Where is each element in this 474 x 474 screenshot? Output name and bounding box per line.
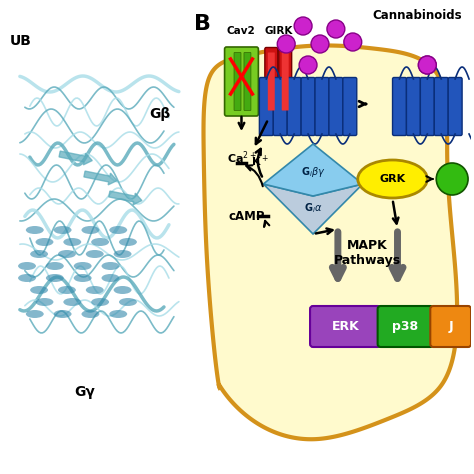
FancyBboxPatch shape xyxy=(301,78,315,136)
Ellipse shape xyxy=(18,262,36,270)
Polygon shape xyxy=(264,144,363,196)
Ellipse shape xyxy=(91,238,109,246)
Ellipse shape xyxy=(46,262,64,270)
Text: ERK: ERK xyxy=(331,320,359,333)
FancyBboxPatch shape xyxy=(315,78,329,136)
Ellipse shape xyxy=(86,286,104,294)
Ellipse shape xyxy=(82,310,100,318)
Ellipse shape xyxy=(91,298,109,306)
Text: B: B xyxy=(194,14,211,34)
Text: GIRK: GIRK xyxy=(264,26,292,36)
Ellipse shape xyxy=(109,310,127,318)
FancyBboxPatch shape xyxy=(225,47,258,116)
Ellipse shape xyxy=(74,262,91,270)
FancyBboxPatch shape xyxy=(406,78,420,136)
Circle shape xyxy=(344,33,362,51)
FancyArrow shape xyxy=(59,151,92,165)
Text: GRK: GRK xyxy=(380,174,406,184)
FancyBboxPatch shape xyxy=(329,78,343,136)
FancyBboxPatch shape xyxy=(343,78,357,136)
Ellipse shape xyxy=(101,262,119,270)
Ellipse shape xyxy=(11,45,188,303)
Text: Cav2: Cav2 xyxy=(226,26,255,36)
FancyBboxPatch shape xyxy=(282,53,289,110)
Circle shape xyxy=(419,56,436,74)
Ellipse shape xyxy=(358,160,428,198)
FancyBboxPatch shape xyxy=(392,78,406,136)
Ellipse shape xyxy=(64,298,81,306)
Text: Cannabinoids: Cannabinoids xyxy=(373,9,462,22)
Ellipse shape xyxy=(36,298,54,306)
Ellipse shape xyxy=(26,226,44,234)
Ellipse shape xyxy=(30,286,48,294)
Ellipse shape xyxy=(30,250,48,258)
Text: J: J xyxy=(449,320,454,333)
Ellipse shape xyxy=(114,250,131,258)
Ellipse shape xyxy=(74,274,91,282)
Circle shape xyxy=(436,163,468,195)
Ellipse shape xyxy=(119,238,137,246)
Circle shape xyxy=(294,17,312,35)
FancyBboxPatch shape xyxy=(378,306,433,347)
Text: G$_i\alpha$: G$_i\alpha$ xyxy=(304,201,322,215)
Ellipse shape xyxy=(54,310,72,318)
Ellipse shape xyxy=(58,250,76,258)
Text: Gγ: Gγ xyxy=(74,385,95,399)
Ellipse shape xyxy=(86,250,104,258)
Text: cAMP: cAMP xyxy=(228,210,264,222)
FancyBboxPatch shape xyxy=(434,78,448,136)
Ellipse shape xyxy=(46,274,64,282)
Text: MAPK
Pathways: MAPK Pathways xyxy=(334,239,401,267)
FancyBboxPatch shape xyxy=(430,306,471,347)
Ellipse shape xyxy=(58,286,76,294)
FancyBboxPatch shape xyxy=(234,53,241,110)
Ellipse shape xyxy=(114,286,131,294)
FancyBboxPatch shape xyxy=(273,78,287,136)
Ellipse shape xyxy=(54,226,72,234)
FancyBboxPatch shape xyxy=(268,53,275,110)
Ellipse shape xyxy=(64,238,81,246)
Circle shape xyxy=(299,56,317,74)
FancyBboxPatch shape xyxy=(287,78,301,136)
Ellipse shape xyxy=(36,238,54,246)
Polygon shape xyxy=(203,46,457,439)
Text: G$_i\beta\gamma$: G$_i\beta\gamma$ xyxy=(301,165,325,179)
FancyBboxPatch shape xyxy=(259,78,273,136)
Ellipse shape xyxy=(82,226,100,234)
Text: Gβ: Gβ xyxy=(149,107,170,121)
FancyBboxPatch shape xyxy=(265,47,278,116)
Circle shape xyxy=(311,35,329,53)
Circle shape xyxy=(419,56,436,74)
Ellipse shape xyxy=(18,274,36,282)
Polygon shape xyxy=(264,184,363,234)
Ellipse shape xyxy=(119,298,137,306)
Ellipse shape xyxy=(26,310,44,318)
Ellipse shape xyxy=(109,226,127,234)
FancyArrow shape xyxy=(84,171,117,185)
Circle shape xyxy=(277,35,295,53)
Text: p38: p38 xyxy=(392,320,419,333)
Ellipse shape xyxy=(101,274,119,282)
Text: Ca$^{2+}$: Ca$^{2+}$ xyxy=(227,149,256,165)
FancyBboxPatch shape xyxy=(244,53,251,110)
FancyBboxPatch shape xyxy=(420,78,434,136)
Circle shape xyxy=(327,20,345,38)
Text: K$^+$: K$^+$ xyxy=(251,154,269,169)
FancyBboxPatch shape xyxy=(310,306,381,347)
FancyBboxPatch shape xyxy=(448,78,462,136)
FancyBboxPatch shape xyxy=(279,47,292,116)
FancyArrow shape xyxy=(109,191,142,205)
Text: UB: UB xyxy=(10,34,32,48)
